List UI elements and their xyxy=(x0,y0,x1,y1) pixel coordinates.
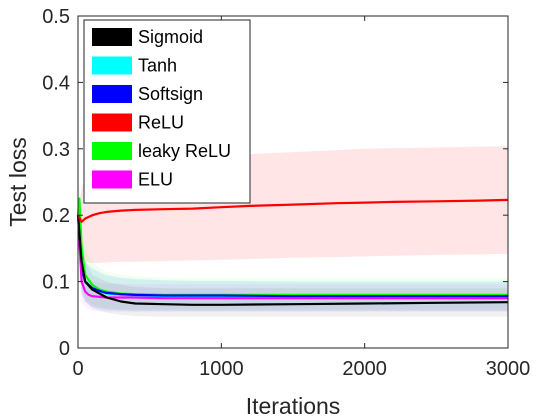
legend-swatch-3 xyxy=(92,113,132,132)
band-1 xyxy=(78,195,508,312)
legend-swatch-4 xyxy=(92,142,132,160)
x-tick-label-2: 2000 xyxy=(342,358,387,380)
band-2 xyxy=(78,195,508,311)
y-tick-label-0: 0 xyxy=(59,338,70,360)
x-tick-label-1: 1000 xyxy=(199,358,244,380)
y-tick-label-5: 0.5 xyxy=(42,6,70,28)
legend-label-4: leaky ReLU xyxy=(138,141,231,161)
y-tick-label-2: 0.2 xyxy=(42,205,70,227)
legend-label-1: Tanh xyxy=(138,56,177,76)
legend-label-0: Sigmoid xyxy=(138,27,203,47)
series-line-3 xyxy=(77,198,509,223)
legend-label-5: ELU xyxy=(138,170,173,190)
axes: 0 0.1 0.2 0.3 0.4 0.5 0 1000 2000 3000 xyxy=(42,6,530,380)
legend-label-2: Softsign xyxy=(138,84,203,104)
band-5 xyxy=(78,195,508,312)
x-axis-label: Iterations xyxy=(246,393,341,419)
y-tick-label-3: 0.3 xyxy=(42,139,70,161)
y-tick-label-1: 0.1 xyxy=(42,272,70,294)
y-axis-label: Test loss xyxy=(5,137,31,226)
series-line-5 xyxy=(76,215,508,300)
legend-swatch-1 xyxy=(92,56,132,75)
x-tick-label-0: 0 xyxy=(72,358,83,380)
axes-box xyxy=(77,15,509,349)
legend-label-3: ReLU xyxy=(138,113,184,133)
series-line-0 xyxy=(76,215,509,306)
legend-swatch-0 xyxy=(92,28,132,46)
y-tick-label-4: 0.4 xyxy=(42,72,70,94)
x-tick-label-3: 3000 xyxy=(486,358,531,380)
legend-swatch-2 xyxy=(92,85,132,103)
series-lines xyxy=(76,197,509,306)
legend-swatch-5 xyxy=(92,170,132,189)
legend: Sigmoid Tanh Softsign ReLU leaky ReLU ELU xyxy=(83,19,251,204)
